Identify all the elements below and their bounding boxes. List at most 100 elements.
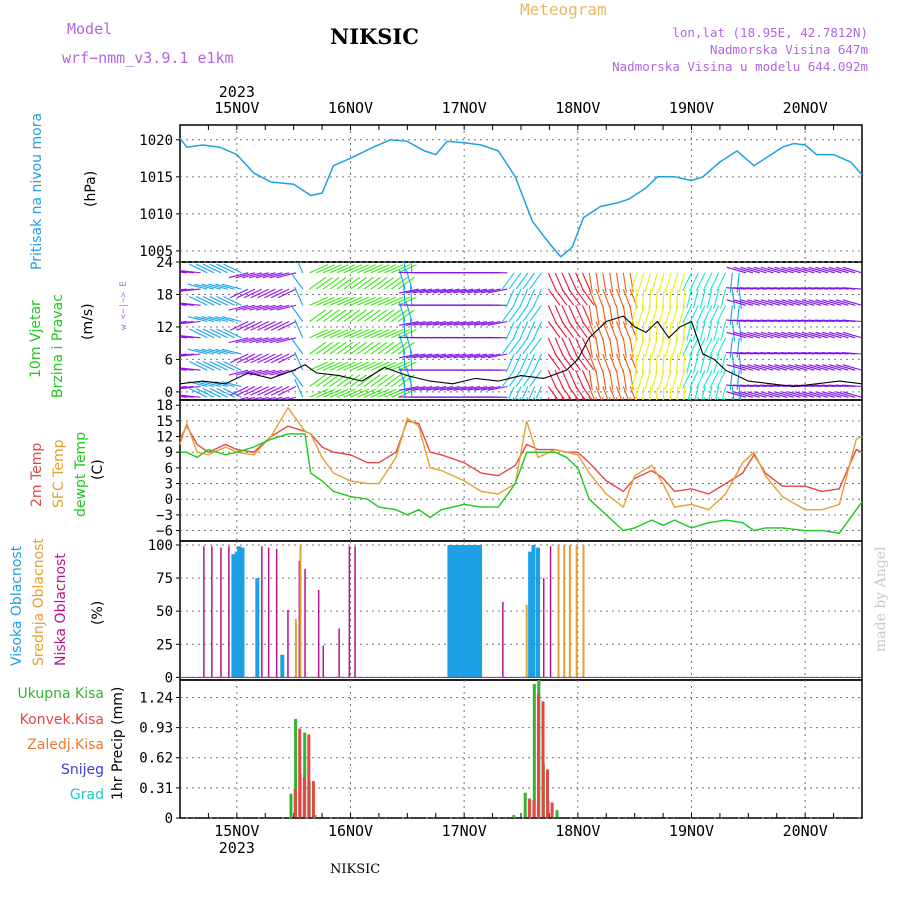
wind-arrow	[250, 353, 269, 364]
wind-arrow	[828, 364, 849, 371]
wind-arrow	[350, 361, 370, 371]
y-tick-label: −3	[156, 508, 173, 524]
wind-arrow	[815, 391, 835, 398]
wind-arrow	[180, 337, 181, 338]
wind-arrow	[384, 276, 402, 290]
precip-bar	[293, 788, 297, 818]
wind-arrow	[243, 386, 263, 396]
wind-arrow	[753, 266, 774, 274]
precip-bar	[307, 734, 311, 818]
wind-arrow	[426, 353, 447, 359]
cloud-bar	[255, 578, 260, 678]
y-tick-label: 18	[156, 287, 173, 303]
wind-arrow	[808, 299, 829, 306]
wind-arrow	[329, 309, 347, 322]
wind-arrow	[512, 288, 522, 308]
wind-arrow	[702, 369, 713, 389]
wind-arrow	[767, 364, 788, 371]
wind-arrow	[180, 320, 201, 325]
wind-arrow	[234, 396, 249, 400]
wind-arrow	[221, 348, 242, 355]
wind-arrow	[760, 331, 781, 339]
wind-arrow	[507, 386, 515, 400]
wind-arrow	[689, 369, 699, 389]
wind-arrow	[634, 289, 638, 310]
wind-arrow	[235, 337, 256, 344]
wind-arrow	[822, 391, 842, 398]
wind-arrow	[270, 386, 290, 396]
wind-arrow	[835, 364, 856, 371]
wind-arrow	[602, 353, 611, 373]
wind-arrow	[676, 386, 679, 400]
wind-arrow	[678, 305, 686, 325]
wind-arrow	[767, 299, 788, 306]
wind-arrow	[609, 337, 614, 358]
wind-arrow	[602, 370, 607, 391]
wind-arrow	[678, 370, 686, 390]
wind-arrow	[726, 266, 747, 274]
wind-arrow	[683, 386, 686, 400]
wind-arrow	[269, 337, 290, 344]
wind-arrow	[588, 337, 593, 358]
wind-arrow	[664, 337, 672, 358]
wind-arrow	[403, 317, 406, 338]
panel-frame-4	[179, 679, 863, 819]
wind-arrow	[642, 386, 645, 400]
wind-arrow	[453, 353, 474, 359]
wind-arrow	[195, 263, 215, 274]
wind-arrow	[595, 272, 600, 293]
wind-arrow	[615, 337, 621, 358]
wind-arrow	[554, 386, 566, 400]
wind-arrow	[760, 266, 781, 274]
wind-arrow	[547, 386, 559, 400]
wind-arrow	[662, 353, 665, 375]
wind-arrow	[678, 272, 686, 293]
legend-hail: Grad	[69, 787, 104, 803]
wind-arrow	[257, 321, 276, 331]
wind-arrow	[655, 321, 658, 342]
wind-arrow	[316, 276, 333, 290]
wind-arrow	[534, 386, 543, 400]
y-tick-label: 0.31	[139, 781, 173, 797]
wind-arrow	[738, 386, 742, 400]
wind-arrow	[602, 386, 609, 400]
wind-arrow	[269, 304, 290, 311]
wind-arrow	[738, 289, 742, 309]
precip-bar	[536, 693, 540, 818]
wind-arrow	[343, 341, 361, 355]
wind-arrow	[297, 262, 304, 274]
wind-arrow	[547, 353, 561, 371]
elevation-text: Nadmorska Visina 647m	[709, 42, 868, 57]
precip-bar	[532, 800, 536, 818]
wind-arrow	[180, 270, 201, 274]
wind-arrow	[356, 276, 374, 290]
wind-arrow	[726, 391, 747, 398]
wind-arrow	[588, 353, 597, 373]
y-tick-label: 3	[165, 477, 173, 493]
wind-arrow	[409, 377, 413, 398]
wind-arrow	[202, 361, 222, 371]
wind-arrow	[255, 337, 276, 344]
cloud-bar	[299, 545, 302, 678]
wind-arrow	[180, 396, 187, 398]
wind-arrow	[248, 396, 262, 400]
cloud-bar	[298, 560, 301, 678]
wind-arrow	[637, 337, 645, 358]
wind-arrow	[525, 396, 529, 400]
wind-arrow	[487, 353, 508, 359]
wind-arrow	[336, 276, 354, 290]
wind-arrow	[264, 321, 283, 331]
wind-arrow	[398, 288, 419, 294]
cloud-bar	[348, 546, 351, 678]
wind-arrow	[309, 296, 329, 306]
y-tick-label: 50	[156, 604, 173, 620]
wind-arrow	[753, 364, 774, 371]
wind-arrow	[419, 288, 440, 294]
wind-arrow	[309, 341, 327, 355]
wind-arrow	[269, 272, 290, 279]
y-tick-label: 1020	[139, 133, 173, 149]
wind-arrow	[615, 353, 625, 373]
cloud-bar	[450, 545, 455, 678]
wind-arrow	[615, 288, 625, 308]
wind-arrow	[686, 353, 693, 374]
